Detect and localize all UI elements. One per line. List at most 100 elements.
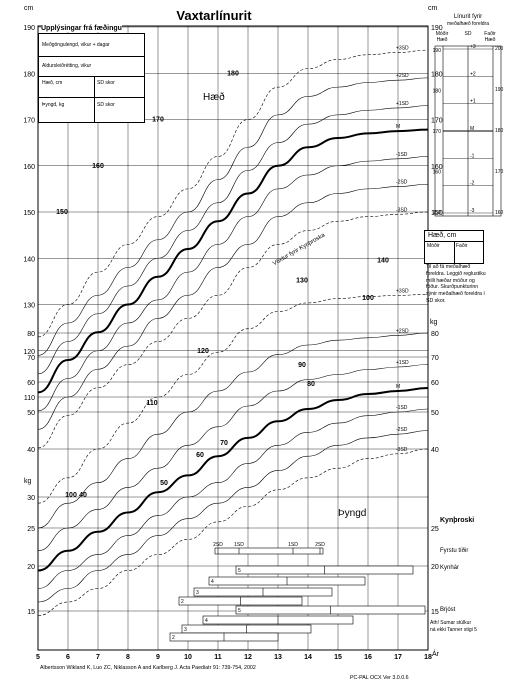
weight-tick-label-left: 25 [27, 526, 35, 533]
parent-sd-label: +1 [470, 99, 476, 105]
birth-height-field[interactable]: Hæð, cm [39, 77, 95, 98]
parent-right-tick: 190 [495, 87, 504, 93]
puberty-bars: 2SD 1SD 1SD 2SD 5 4 3 2 5 4 3 2 [169, 542, 426, 642]
height-curve-label: +3SD [396, 45, 409, 51]
weight-curve [37, 364, 429, 552]
pubic-hair-stage: 3 [196, 590, 199, 596]
grid-scale-label: 140 [377, 257, 389, 264]
grid-scale-label: 130 [296, 278, 308, 285]
x-tick-label: 9 [156, 654, 160, 661]
height-tick-label-right: 180 [431, 71, 443, 78]
chart-title: Vaxtarlínurit [176, 8, 252, 23]
version: PC-PAL OCX Ver 3.0.0.6 [350, 675, 409, 681]
cm-unit-top-left: cm [24, 5, 34, 12]
weight-tick-label-left: 20 [27, 564, 35, 571]
grid-scale-label: 80 [307, 381, 315, 388]
height-tick-label-right: 160 [431, 164, 443, 171]
breast-label: Brjóst [440, 607, 456, 613]
weight-tick-label-right: 20 [431, 564, 439, 571]
pubic-hair-label: Kynhár [440, 565, 460, 571]
grid-scale-label: 100 [65, 492, 77, 499]
x-tick-label: 11 [214, 654, 222, 661]
x-tick-label: 5 [36, 654, 40, 661]
weight-tick-label-left: 50 [27, 410, 35, 417]
birth-info-box: Upplýsingar frá fæðingu Meðgöngulengd, v… [38, 25, 145, 123]
parent-left-tick: 190 [433, 48, 442, 54]
height-curve-label: Hæð [203, 92, 225, 103]
grid-scale-label: 120 [197, 348, 209, 355]
chart-ticks: 5 6 7 8 9 10 11 12 13 14 15 16 17 18 110 120 130 140 150 16… [23, 25, 503, 661]
height-curve-label: -2SD [396, 180, 408, 186]
parent-sd-label: -3 [470, 208, 475, 214]
parent-col-sd: SD [464, 31, 472, 37]
breast-stage: 2 [172, 635, 175, 641]
breast-stage: 3 [184, 627, 187, 633]
parent-left-tick: 150 [433, 210, 442, 216]
weight-curve [37, 430, 429, 603]
x-tick-label: 10 [184, 654, 192, 661]
menarche-scale-label: 1SD [234, 542, 244, 548]
birth-weight-sd-field[interactable]: SD skor [95, 98, 144, 122]
x-tick-label: 14 [304, 654, 312, 661]
x-tick-label: 7 [96, 654, 100, 661]
gestation-label: Meðgöngulengd, vikur + dagar [42, 42, 110, 48]
birth-weight-field[interactable]: Þyngd, kg [39, 98, 95, 122]
height-box-father-label: Faðir [456, 243, 468, 249]
weight-tick-label-right: 80 [431, 331, 439, 338]
height-tick-label-left: 180 [23, 71, 35, 78]
birth-weight-sd-label: SD skor [97, 102, 115, 108]
grid-scale-label: 100 [362, 295, 374, 302]
x-tick-label: 12 [244, 654, 252, 661]
parent-col-mother: Móðir Hæð [435, 31, 449, 43]
birth-height-sd-field[interactable]: SD skor [95, 77, 144, 98]
height-curve [37, 105, 429, 375]
kg-unit-left: kg [24, 478, 32, 485]
weight-tick-label-left: 70 [27, 355, 35, 362]
weight-curve [37, 294, 429, 504]
grid-scale-label: 60 [196, 452, 204, 459]
weight-tick-label-left: 15 [27, 609, 35, 616]
age-correction-label: Aldursleiðrétting, vikur [42, 63, 92, 69]
weight-curve-label: Þyngd [338, 508, 367, 519]
weight-tick-label-left: 40 [27, 447, 35, 454]
height-box-mother-label: Móðir [427, 243, 440, 249]
parent-right-tick: 180 [495, 128, 504, 134]
height-curve-label: +2SD [396, 73, 409, 79]
gestation-field[interactable]: Meðgöngulengd, vikur + dagar [39, 40, 144, 57]
height-tick-label-left: 120 [23, 349, 35, 356]
height-tick-label-right: 190 [431, 25, 443, 32]
height-curve [37, 156, 429, 412]
height-tick-label-left: 130 [23, 303, 35, 310]
grid-scale-label: 170 [152, 117, 164, 124]
weight-tick-label-right: 70 [431, 355, 439, 362]
height-tick-label-left: 160 [23, 164, 35, 171]
weight-tick-label-right: 15 [431, 609, 439, 616]
weight-tick-label-left: 80 [27, 331, 35, 338]
parent-panel-title-1: Línurit fyrir [453, 14, 483, 20]
puberty-label: Kynþroski [440, 517, 475, 524]
height-curve [37, 49, 429, 338]
height-box-father[interactable]: Faðir [454, 241, 483, 264]
note-line-2: ná ekki Tanner stigi 5 [430, 627, 477, 633]
menarche-scale-label: 2SD [315, 542, 325, 548]
height-curve-label: M [396, 124, 400, 130]
weight-tick-label-right: 25 [431, 526, 439, 533]
weight-curve [37, 332, 429, 529]
height-tick-label-left: 150 [23, 210, 35, 217]
height-tick-label-right: 170 [431, 118, 443, 125]
height-box-mother[interactable]: Móðir [425, 241, 455, 264]
grid-scale-label: 150 [56, 209, 68, 216]
breast-stage: 4 [205, 618, 208, 624]
height-curve-label: -3SD [396, 207, 408, 213]
weight-tick-label-left: 30 [27, 495, 35, 502]
pubic-hair-stage: 2 [181, 599, 184, 605]
grid-scale-label: 90 [298, 362, 306, 369]
age-correction-field[interactable]: Aldursleiðrétting, vikur [39, 57, 144, 77]
height-tick-label-right: 150 [431, 210, 443, 217]
chart-grid [37, 25, 429, 651]
citation: Albertsson Wikland K, Luo ZC, Niklasson … [40, 665, 256, 671]
weight-curve-label: +3SD [396, 288, 409, 294]
weight-curve-label: +1SD [396, 360, 409, 366]
cm-unit-top-right: cm [428, 5, 438, 12]
